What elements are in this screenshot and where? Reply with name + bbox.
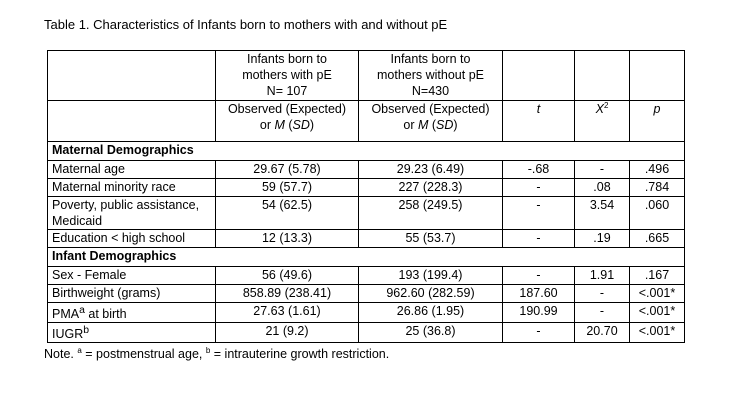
cell-without-pe: 26.86 (1.95) [358,301,503,324]
table-row: Sex - Female 56 (49.6) 193 (199.4) - 1.9… [47,266,685,285]
table-row: Maternal minority race 59 (57.7) 227 (22… [47,178,685,197]
characteristics-table: Infants born to mothers with pE N= 107 I… [47,50,685,344]
section-row-maternal: Maternal Demographics [47,141,685,161]
header-t: t [502,100,575,142]
cell-t: -.68 [502,160,575,179]
header-group-with-pe-line2: mothers with pE [242,68,332,82]
cell-chi-square: 20.70 [574,322,630,344]
cell-with-pe: 27.63 (1.61) [215,301,359,324]
cell-p: .665 [629,229,685,248]
header-stat-with-pe-line1: Observed (Expected) [227,102,347,116]
header-group-without-pe-line2: mothers without pE [377,68,484,82]
header-row-groups: Infants born to mothers with pE N= 107 I… [47,50,685,101]
cell-p: <.001* [629,284,685,303]
row-label: Birthweight (grams) [47,284,216,303]
table-row: Poverty, public assistance, Medicaid 54 … [47,196,685,230]
cell-with-pe: 54 (62.5) [215,196,359,230]
cell-with-pe: 29.67 (5.78) [215,160,359,179]
row-label: IUGRb [47,322,216,344]
cell-without-pe: 193 (199.4) [358,266,503,285]
header-blank-x2 [574,50,630,101]
cell-p: .496 [629,160,685,179]
cell-without-pe: 55 (53.7) [358,229,503,248]
cell-p: .060 [629,196,685,230]
header-stat-without-pe: Observed (Expected) or M (SD) [358,100,503,142]
table-note: Note. a = postmenstrual age, b = intraut… [44,346,390,362]
cell-p: <.001* [629,301,685,324]
header-chi-square: X2 [574,100,630,142]
cell-chi-square: 1.91 [574,266,630,285]
cell-with-pe: 858.89 (238.41) [215,284,359,303]
row-label: Maternal minority race [47,178,216,197]
cell-without-pe: 227 (228.3) [358,178,503,197]
header-stat-without-pe-line2: or M (SD) [403,118,458,132]
header-stat-with-pe-line2: or M (SD) [259,118,315,132]
header-p: p [629,100,685,142]
cell-chi-square: - [574,301,630,324]
row-label: Poverty, public assistance, Medicaid [47,196,216,230]
row-label: Education < high school [47,229,216,248]
cell-chi-square: - [574,160,630,179]
row-label: PMAa at birth [47,301,216,324]
header-stat-with-pe: Observed (Expected) or M (SD) [215,100,359,142]
section-maternal-demographics: Maternal Demographics [47,141,685,161]
cell-without-pe: 29.23 (6.49) [358,160,503,179]
cell-p: .167 [629,266,685,285]
header-stat-without-pe-line1: Observed (Expected) [371,102,490,116]
cell-t: - [502,229,575,248]
cell-t: - [502,266,575,285]
table-caption: Table 1. Characteristics of Infants born… [44,17,448,32]
cell-chi-square: - [574,284,630,303]
header-group-without-pe: Infants born to mothers without pE N=430 [358,50,503,101]
row-label: Maternal age [47,160,216,179]
cell-t: - [502,196,575,230]
table-row: Education < high school 12 (13.3) 55 (53… [47,229,685,248]
section-infant-demographics: Infant Demographics [47,247,685,267]
header-group-without-pe-line3: N=430 [411,84,450,98]
header-blank-t [502,50,575,101]
cell-without-pe: 25 (36.8) [358,322,503,344]
header-blank-2 [47,100,216,142]
header-group-with-pe: Infants born to mothers with pE N= 107 [215,50,359,101]
cell-t: 190.99 [502,301,575,324]
cell-with-pe: 12 (13.3) [215,229,359,248]
cell-chi-square: .19 [574,229,630,248]
table-row: Birthweight (grams) 858.89 (238.41) 962.… [47,284,685,303]
cell-t: - [502,322,575,344]
cell-p: <.001* [629,322,685,344]
table-row: PMAa at birth 27.63 (1.61) 26.86 (1.95) … [47,301,685,324]
header-group-without-pe-line1: Infants born to [390,52,471,66]
row-label: Sex - Female [47,266,216,285]
header-group-with-pe-line1: Infants born to [247,52,327,66]
header-group-with-pe-line3: N= 107 [266,84,308,98]
cell-with-pe: 59 (57.7) [215,178,359,197]
cell-chi-square: .08 [574,178,630,197]
cell-t: 187.60 [502,284,575,303]
header-blank [47,50,216,101]
section-row-infant: Infant Demographics [47,247,685,267]
table-row: Maternal age 29.67 (5.78) 29.23 (6.49) -… [47,160,685,179]
cell-with-pe: 56 (49.6) [215,266,359,285]
cell-with-pe: 21 (9.2) [215,322,359,344]
cell-chi-square: 3.54 [574,196,630,230]
table-row: IUGRb 21 (9.2) 25 (36.8) - 20.70 <.001* [47,322,685,344]
cell-without-pe: 258 (249.5) [358,196,503,230]
header-blank-p [629,50,685,101]
header-row-stats: Observed (Expected) or M (SD) Observed (… [47,100,685,142]
cell-without-pe: 962.60 (282.59) [358,284,503,303]
cell-p: .784 [629,178,685,197]
cell-t: - [502,178,575,197]
